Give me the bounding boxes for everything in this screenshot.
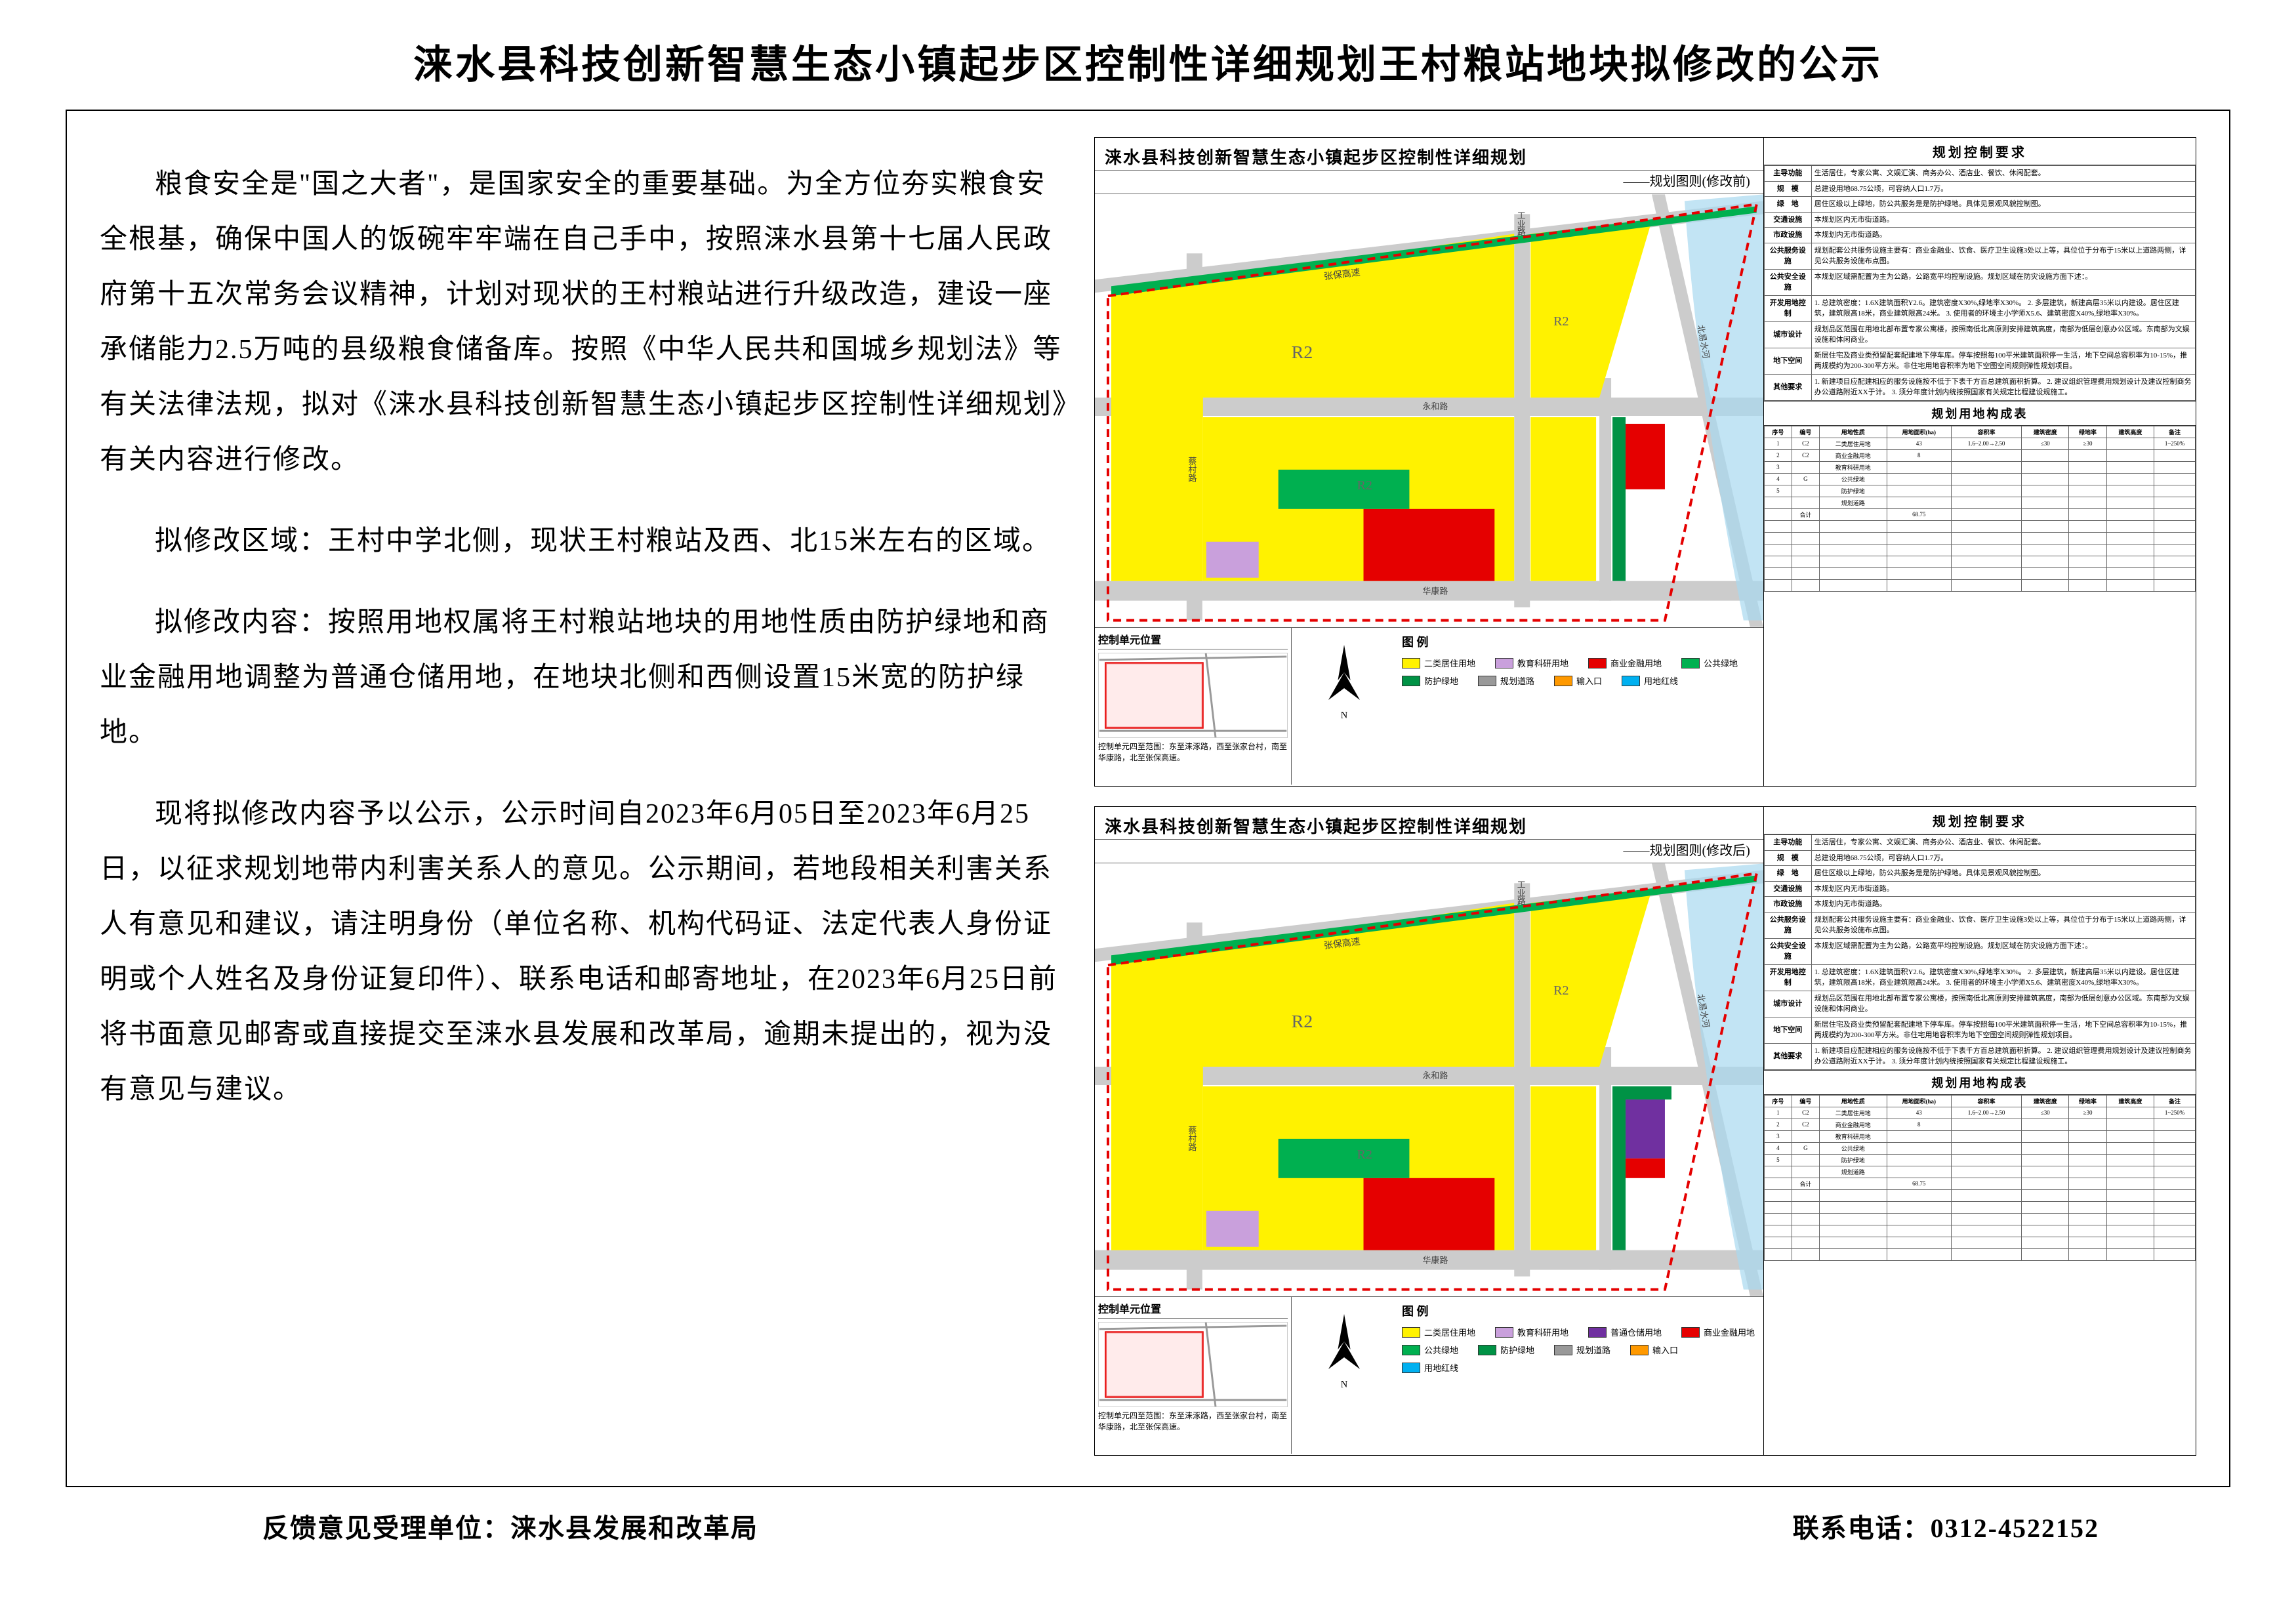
svg-text:蔡村路: 蔡村路 [1187, 1126, 1197, 1151]
svg-text:R2: R2 [1357, 478, 1372, 493]
svg-text:工业路: 工业路 [1516, 211, 1526, 236]
panel-after-title: 涞水县科技创新智慧生态小镇起步区控制性详细规划 [1095, 807, 1763, 840]
control-requirements-table: 主导功能生活居住，专家公寓、文娱汇演、商务办公、酒店业、餐饮、休闲配套。规 模总… [1764, 165, 2196, 401]
panel-before-title: 涞水县科技创新智慧生态小镇起步区控制性详细规划 [1095, 138, 1763, 171]
svg-text:R2: R2 [1357, 1147, 1372, 1162]
plan-panel-after: 涞水县科技创新智慧生态小镇起步区控制性详细规划 ——规划图则(修改后) [1094, 806, 2196, 1456]
legend-item: 公共绿地 [1681, 657, 1738, 669]
panel-before-subtitle: ——规划图则(修改前) [1095, 171, 1763, 194]
legend-box-after: N 图 例 二类居住用地 教育科研用地 普通仓储用地 商业金融用地公共绿地 防护绿地 规划… [1292, 1297, 1763, 1454]
legend-item: 规划道路 [1554, 1344, 1610, 1356]
land-composition-table: 序号编号用地性质用地面积(ha)容积率建筑密度绿地率建筑高度备注1C2二类居住用… [1764, 426, 2196, 592]
page-title: 涞水县科技创新智慧生态小镇起步区控制性详细规划王村粮站地块拟修改的公示 [66, 33, 2230, 90]
legend-item: 规划道路 [1478, 674, 1534, 687]
legend-item: 防护绿地 [1478, 1344, 1534, 1356]
notice-text-column: 粮食安全是"国之大者"，是国家安全的重要基础。为全方位夯实粮食安全根基，确保中国… [100, 137, 1068, 1460]
location-mini-map-after [1098, 1322, 1288, 1407]
svg-text:R2: R2 [1553, 983, 1568, 998]
svg-text:蔡村路: 蔡村路 [1187, 457, 1197, 482]
control-req-title-after: 规划控制要求 [1764, 807, 2196, 834]
legend-item: 商业金融用地 [1588, 657, 1662, 669]
control-table-side-after: 规划控制要求 主导功能生活居住，专家公寓、文娱汇演、商务办公、酒店业、餐饮、休闲… [1763, 807, 2196, 1455]
compass-icon: N [1305, 1310, 1384, 1389]
legend-item: 输入口 [1554, 674, 1602, 687]
legend-items-before: 二类居住用地 教育科研用地 商业金融用地 公共绿地防护绿地 规划道路 输入口 用地红线 [1402, 657, 1758, 687]
location-inset-title-after: 控制单元位置 [1098, 1300, 1288, 1319]
footer-dept: 反馈意见受理单位：涞水县发展和改革局 [262, 1507, 758, 1545]
legend-item: 二类居住用地 [1402, 657, 1475, 669]
legend-item: 用地红线 [1402, 1361, 1458, 1374]
location-inset-box-after: 控制单元位置 控制单元四至范围：东至涞涿路，西至张家台村，南 [1095, 1297, 1292, 1454]
plan-diagrams-column: 涞水县科技创新智慧生态小镇起步区控制性详细规划 ——规划图则(修改前) [1094, 137, 2196, 1460]
svg-text:工业路: 工业路 [1516, 880, 1526, 905]
legend-item: 普通仓储用地 [1588, 1326, 1662, 1338]
panel-after-subtitle: ——规划图则(修改后) [1095, 840, 1763, 863]
compass-icon: N [1305, 641, 1384, 720]
legend-item: 教育科研用地 [1495, 657, 1568, 669]
legend-items-after: 二类居住用地 教育科研用地 普通仓储用地 商业金融用地公共绿地 防护绿地 规划道路 输入口用… [1402, 1326, 1758, 1374]
svg-text:N: N [1341, 710, 1348, 720]
location-inset-box: 控制单元位置 控制单元四至范围：东至涞涿路，西至张家台村，南 [1095, 628, 1292, 785]
legend-item: 输入口 [1630, 1344, 1678, 1356]
legend-item: 公共绿地 [1402, 1344, 1458, 1356]
footer-bar: 反馈意见受理单位：涞水县发展和改革局 联系电话：0312-4522152 [66, 1487, 2230, 1545]
svg-text:N: N [1341, 1380, 1348, 1389]
composition-title-after: 规划用地构成表 [1764, 1070, 2196, 1095]
svg-text:华康路: 华康路 [1422, 586, 1448, 596]
legend-item: 用地红线 [1622, 674, 1678, 687]
legend-title-after: 图 例 [1402, 1302, 1758, 1319]
control-requirements-table-after: 主导功能生活居住，专家公寓、文娱汇演、商务办公、酒店业、餐饮、休闲配套。规 模总… [1764, 834, 2196, 1070]
svg-text:R2: R2 [1292, 1012, 1313, 1032]
svg-text:R2: R2 [1553, 314, 1568, 329]
svg-text:华康路: 华康路 [1422, 1256, 1448, 1265]
legend-item: 防护绿地 [1402, 674, 1458, 687]
paragraph-2: 拟修改区域：王村中学北侧，现状王村粮站及西、北15米左右的区域。 [100, 514, 1068, 569]
svg-text:永和路: 永和路 [1422, 401, 1448, 411]
composition-title: 规划用地构成表 [1764, 401, 2196, 426]
paragraph-4: 现将拟修改内容予以公示，公示时间自2023年6月05日至2023年6月25日，以… [100, 787, 1068, 1117]
main-content-frame: 粮食安全是"国之大者"，是国家安全的重要基础。为全方位夯实粮食安全根基，确保中国… [66, 110, 2230, 1487]
control-req-title: 规划控制要求 [1764, 138, 2196, 165]
plan-map-before: 张保高速 R2 R2 R2 工业路 北易水河 永和路 华康路 蔡村路 [1095, 194, 1763, 627]
plan-panel-before: 涞水县科技创新智慧生态小镇起步区控制性详细规划 ——规划图则(修改前) [1094, 137, 2196, 787]
svg-text:R2: R2 [1292, 342, 1313, 363]
location-mini-map [1098, 653, 1288, 738]
land-composition-table-after: 序号编号用地性质用地面积(ha)容积率建筑密度绿地率建筑高度备注1C2二类居住用… [1764, 1095, 2196, 1261]
legend-item: 商业金融用地 [1681, 1326, 1755, 1338]
location-inset-title: 控制单元位置 [1098, 631, 1288, 649]
legend-item: 二类居住用地 [1402, 1326, 1475, 1338]
svg-text:永和路: 永和路 [1422, 1071, 1448, 1080]
location-inset-desc-after: 控制单元四至范围：东至涞涿路，西至张家台村，南至华康路，北至张保高速。 [1098, 1410, 1288, 1433]
footer-phone: 联系电话：0312-4522152 [1793, 1507, 2099, 1545]
paragraph-3: 拟修改内容：按照用地权属将王村粮站地块的用地性质由防护绿地和商业金融用地调整为普… [100, 595, 1068, 760]
legend-item: 教育科研用地 [1495, 1326, 1568, 1338]
legend-box-before: N 图 例 二类居住用地 教育科研用地 商业金融用地 公共绿地防护绿地 规划道路 输入口 用… [1292, 628, 1763, 785]
paragraph-1: 粮食安全是"国之大者"，是国家安全的重要基础。为全方位夯实粮食安全根基，确保中国… [100, 157, 1068, 487]
legend-title: 图 例 [1402, 633, 1758, 650]
location-inset-desc: 控制单元四至范围：东至涞涿路，西至张家台村，南至华康路，北至张保高速。 [1098, 741, 1288, 764]
plan-map-after: 张保高速 R2 R2 R2 工业路 北易水河 永和路 华康路 蔡村路 [1095, 863, 1763, 1296]
control-table-side-before: 规划控制要求 主导功能生活居住，专家公寓、文娱汇演、商务办公、酒店业、餐饮、休闲… [1763, 138, 2196, 786]
